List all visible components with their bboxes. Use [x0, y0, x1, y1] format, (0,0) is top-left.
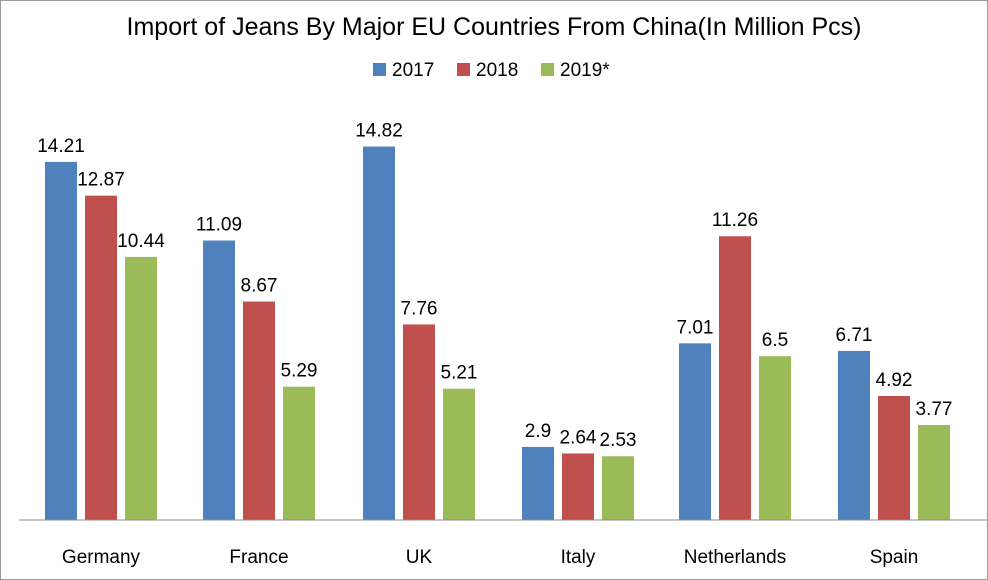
bar-uk-2017 — [363, 146, 395, 520]
bar-netherlands-2018 — [719, 236, 751, 521]
data-label: 7.76 — [401, 298, 438, 319]
bar-spain-2018 — [878, 396, 910, 520]
legend-swatch-2019 — [541, 63, 554, 76]
data-label: 10.44 — [117, 231, 165, 252]
bar-germany-2019 — [125, 256, 157, 520]
data-label: 8.67 — [241, 276, 278, 297]
bar-uk-2019 — [443, 388, 475, 520]
category-label-germany: Germany — [62, 547, 141, 568]
category-label-italy: Italy — [561, 547, 596, 568]
bar-germany-2017 — [45, 161, 77, 520]
bar-france-2019 — [283, 386, 315, 520]
data-label: 5.21 — [441, 363, 478, 384]
bar-italy-2018 — [562, 453, 594, 520]
data-label: 5.29 — [281, 361, 318, 382]
data-label: 2.53 — [600, 430, 637, 451]
data-label: 6.5 — [762, 330, 788, 351]
bars-group — [45, 146, 950, 521]
legend: 2017 2018 2019* — [373, 60, 610, 81]
data-label: 11.09 — [196, 215, 242, 236]
data-label: 6.71 — [836, 325, 873, 346]
bar-italy-2017 — [522, 446, 554, 520]
bar-spain-2019 — [918, 424, 950, 520]
data-label: 2.9 — [525, 421, 551, 442]
legend-swatch-2017 — [373, 63, 386, 76]
category-label-france: France — [229, 547, 288, 568]
data-label: 12.87 — [77, 170, 125, 191]
bar-germany-2018 — [85, 195, 117, 520]
legend-label-2018: 2018 — [476, 60, 518, 81]
data-label: 11.26 — [712, 210, 758, 231]
chart-title: Import of Jeans By Major EU Countries Fr… — [127, 13, 862, 41]
category-label-uk: UK — [406, 547, 433, 568]
category-label-spain: Spain — [870, 547, 919, 568]
data-label: 7.01 — [677, 317, 714, 338]
bar-netherlands-2019 — [759, 356, 791, 520]
legend-label-2017: 2017 — [392, 60, 434, 81]
data-label: 4.92 — [876, 370, 913, 391]
data-label: 3.77 — [916, 399, 953, 420]
bar-italy-2019 — [602, 456, 634, 520]
bar-spain-2017 — [838, 350, 870, 520]
bar-france-2017 — [203, 240, 235, 521]
data-label: 14.21 — [37, 136, 85, 157]
data-label: 14.82 — [355, 121, 403, 142]
bar-uk-2018 — [403, 324, 435, 520]
bar-france-2018 — [243, 301, 275, 520]
data-label: 2.64 — [560, 427, 597, 448]
legend-swatch-2018 — [457, 63, 470, 76]
legend-label-2019: 2019* — [560, 60, 610, 81]
labels-group: 14.21 12.87 10.44 Germany 11.09 8.67 5.29 Franc… — [37, 121, 952, 568]
bar-netherlands-2017 — [679, 343, 711, 520]
category-label-netherlands: Netherlands — [684, 547, 786, 568]
